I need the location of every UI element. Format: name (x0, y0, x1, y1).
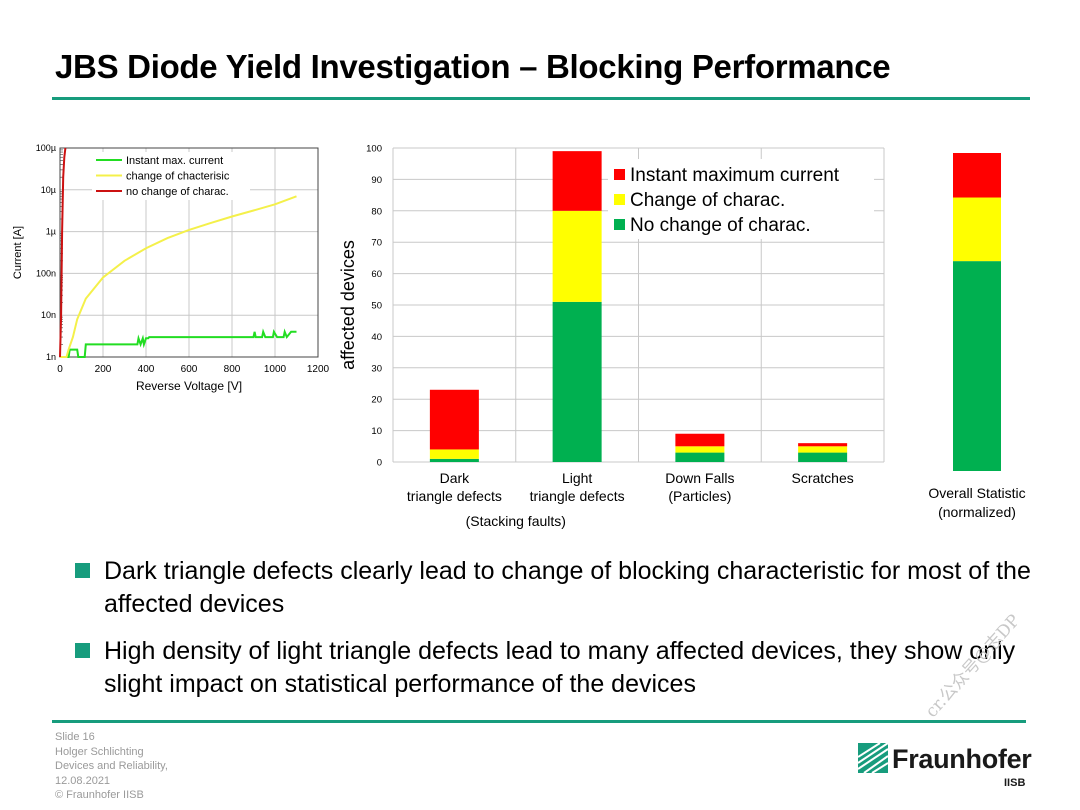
iv-legend-label: no change of charac. (126, 186, 229, 198)
bar-category-label: (Particles) (668, 488, 731, 504)
iv-series-line (60, 195, 297, 358)
bar-legend-label: Change of charac. (630, 190, 785, 211)
bar-legend-label: No change of charac. (630, 215, 811, 236)
bar-category-label: Scratches (792, 470, 854, 486)
footer-divider (52, 720, 1026, 723)
bar-y-tick-label: 100 (366, 144, 382, 155)
iv-series-line (59, 147, 67, 358)
iv-y-tick-label: 100µ (36, 143, 56, 153)
bar-segment (552, 301, 602, 462)
bar-category-label: triangle defects (407, 488, 502, 504)
bar-category-label: triangle defects (530, 488, 625, 504)
bar-group-label: (Stacking faults) (466, 513, 566, 529)
logo-institute: IISB (1004, 777, 1026, 789)
footer-slide-number: Slide 16 (55, 731, 95, 743)
bar-segment (552, 151, 602, 211)
bar-legend-swatch (614, 219, 625, 230)
bar-y-tick-label: 10 (371, 426, 382, 437)
charts-canvas: 0 200 400 600 800 1000 12001n10n100n1µ10µ100µI… (12, 143, 1026, 529)
iv-y-tick-label: 10µ (41, 185, 56, 195)
bullet-square-icon (75, 563, 90, 578)
bar-category-label: Dark (440, 470, 471, 486)
bar-y-tick-label: 50 (371, 301, 382, 312)
bar-segment (429, 458, 479, 462)
bar-legend-swatch (614, 194, 625, 205)
bar-legend-box (608, 159, 874, 239)
bar-category-label: Down Falls (665, 470, 734, 486)
bullet-square-icon (75, 643, 90, 658)
iv-series-line (60, 328, 297, 358)
overall-bar-segment (953, 261, 1001, 471)
bar-segment (429, 389, 479, 450)
bar-legend-swatch (614, 169, 625, 180)
iv-plot-frame (59, 147, 319, 358)
bar-segment (552, 210, 602, 302)
bar-segment (675, 452, 725, 462)
fraunhofer-logo-icon (858, 743, 888, 773)
overall-bar-segment (953, 153, 1001, 198)
footer-copyright: © Fraunhofer IISB (55, 789, 144, 801)
bar-y-tick-label: 70 (371, 238, 382, 249)
iv-x-tick-label: 200 (95, 364, 112, 375)
iv-x-tick-label: 400 (138, 364, 155, 375)
iv-y-axis-label: Current [A] (12, 226, 24, 279)
bar-y-tick-label: 20 (371, 395, 382, 406)
iv-y-tick-label: 100n (36, 268, 56, 278)
overall-bar-label: Overall Statistic (928, 485, 1025, 501)
bar-segment (675, 446, 725, 453)
bar-y-axis-label: affected devices (338, 240, 358, 370)
bar-segment (798, 452, 848, 462)
bar-y-tick-label: 40 (371, 332, 382, 343)
footer-date: 12.08.2021 (55, 774, 111, 787)
bar-legend-label: Instant maximum current (630, 165, 840, 186)
bullet-text: Dark triangle defects clearly lead to ch… (104, 557, 1031, 618)
iv-y-tick-label: 1n (46, 352, 56, 362)
iv-x-tick-label: 0 (57, 364, 63, 375)
bar-segment (798, 443, 848, 447)
footer-info: Slide 16 Holger Schlichting Devices and … (55, 730, 168, 803)
bar-y-tick-label: 60 (371, 269, 382, 280)
iv-x-axis-label: Reverse Voltage [V] (136, 379, 242, 393)
title-divider (52, 97, 1030, 100)
bar-y-tick-label: 0 (377, 458, 382, 469)
iv-x-tick-label: 600 (181, 364, 198, 375)
bar-y-tick-label: 80 (371, 206, 382, 217)
footer-author: Holger Schlichting (55, 745, 144, 758)
iv-y-tick-label: 10n (41, 310, 56, 320)
iv-x-tick-label: 1000 (264, 364, 287, 375)
iv-x-tick-label: 1200 (307, 364, 330, 375)
slide-title: JBS Diode Yield Investigation – Blocking… (55, 48, 891, 85)
footer-event: Devices and Reliability, (55, 760, 168, 772)
overall-bar-segment (953, 197, 1001, 262)
bar-segment (675, 433, 725, 447)
overall-bar-label: (normalized) (938, 504, 1016, 520)
bullet-list: Dark triangle defects clearly lead to ch… (75, 555, 1045, 715)
bar-segment (798, 446, 848, 453)
bullet-text: High density of light triangle defects l… (104, 637, 1016, 698)
bar-segment (429, 449, 479, 459)
iv-legend-label: Instant max. current (126, 155, 223, 167)
bullet-item: Dark triangle defects clearly lead to ch… (75, 555, 1045, 621)
iv-x-tick-label: 800 (224, 364, 241, 375)
iv-y-tick-label: 1µ (46, 227, 56, 237)
bar-category-label: Light (562, 470, 592, 486)
bar-y-tick-label: 30 (371, 363, 382, 374)
logo-name: Fraunhofer (892, 744, 1032, 774)
bar-y-tick-label: 90 (371, 175, 382, 186)
bullet-item: High density of light triangle defects l… (75, 635, 1045, 701)
iv-legend-label: change of chacterisic (126, 171, 230, 183)
